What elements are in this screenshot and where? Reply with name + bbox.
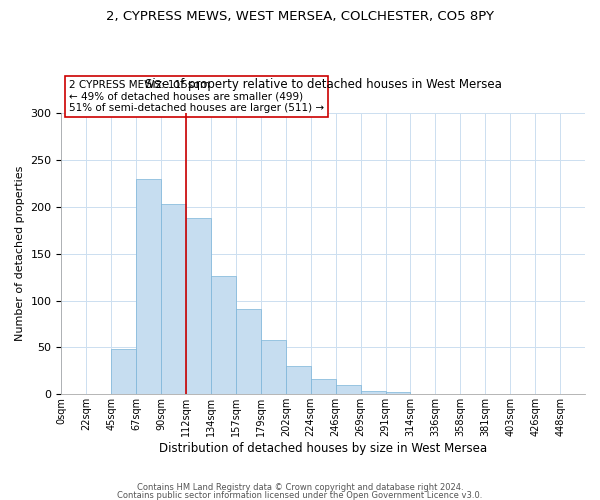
- Bar: [335, 385, 361, 394]
- Bar: [211, 276, 236, 394]
- Bar: [111, 350, 136, 395]
- Bar: [386, 392, 410, 394]
- Bar: [286, 366, 311, 394]
- Bar: [161, 204, 186, 394]
- Bar: [311, 380, 335, 394]
- Bar: [136, 178, 161, 394]
- Text: Contains HM Land Registry data © Crown copyright and database right 2024.: Contains HM Land Registry data © Crown c…: [137, 484, 463, 492]
- Bar: [236, 309, 261, 394]
- Y-axis label: Number of detached properties: Number of detached properties: [15, 166, 25, 342]
- Bar: [361, 390, 386, 394]
- Bar: [186, 218, 211, 394]
- Title: Size of property relative to detached houses in West Mersea: Size of property relative to detached ho…: [145, 78, 502, 91]
- Bar: [261, 340, 286, 394]
- X-axis label: Distribution of detached houses by size in West Mersea: Distribution of detached houses by size …: [159, 442, 487, 455]
- Text: Contains public sector information licensed under the Open Government Licence v3: Contains public sector information licen…: [118, 491, 482, 500]
- Text: 2 CYPRESS MEWS: 115sqm
← 49% of detached houses are smaller (499)
51% of semi-de: 2 CYPRESS MEWS: 115sqm ← 49% of detached…: [69, 80, 324, 113]
- Text: 2, CYPRESS MEWS, WEST MERSEA, COLCHESTER, CO5 8PY: 2, CYPRESS MEWS, WEST MERSEA, COLCHESTER…: [106, 10, 494, 23]
